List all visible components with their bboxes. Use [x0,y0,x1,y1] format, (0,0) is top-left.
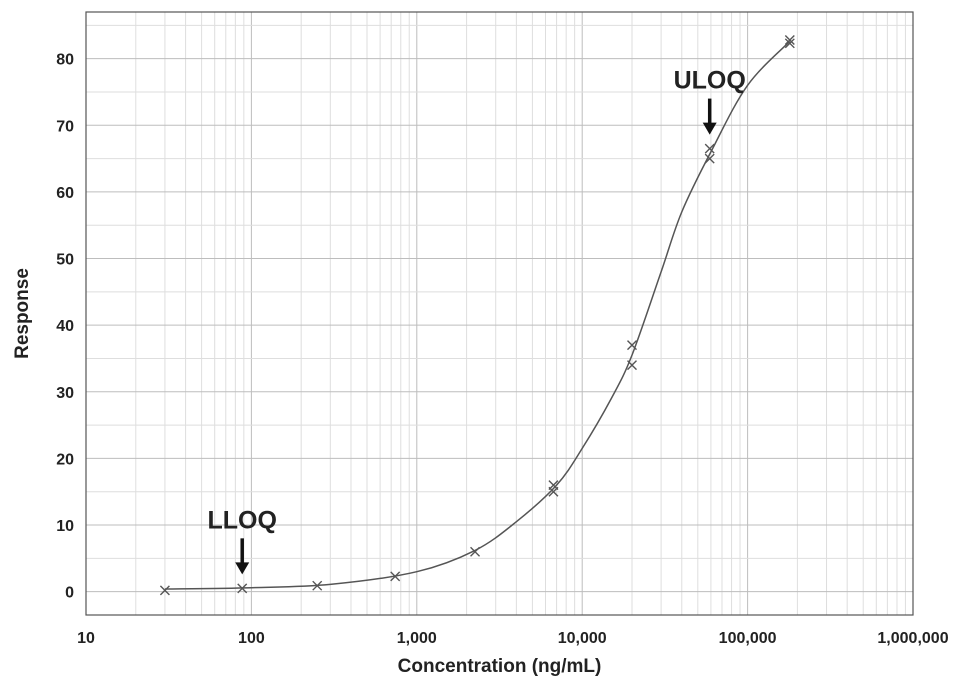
data-point [237,583,248,594]
y-tick-label: 80 [56,52,74,69]
marker-stroke [548,486,559,497]
y-tick-label: 0 [65,585,74,602]
marker-stroke [704,153,715,164]
data-point [784,34,795,45]
marker-stroke [784,34,795,45]
annotation-arrow-head [702,122,717,135]
plot-area-frame [85,11,914,616]
marker-stroke [626,340,637,351]
x-tick-label: 1,000 [397,630,437,647]
marker-stroke [470,546,481,557]
y-tick-label: 40 [56,318,74,335]
marker-stroke [390,571,401,582]
x-tick-label: 100 [238,630,265,647]
fit-curve-line [164,40,791,590]
annotation-uloq: ULOQ [674,67,746,135]
marker-stroke [626,360,637,371]
y-tick-label: 20 [56,451,74,468]
y-tick-label: 50 [56,252,74,269]
data-points-layer [159,34,795,596]
x-axis-title: Concentration (ng/mL) [398,656,602,677]
data-point [626,360,637,371]
data-point [784,38,795,49]
data-point [470,546,481,557]
marker-stroke [237,583,248,594]
data-point [159,585,170,596]
annotation-label: LLOQ [207,506,276,534]
x-tick-label: 10,000 [558,630,607,647]
annotation-label: ULOQ [674,67,746,95]
marker-stroke [312,580,323,591]
data-point [704,153,715,164]
grid-lines [85,12,914,615]
x-tick-label: 10 [77,630,95,647]
data-point [312,580,323,591]
marker-stroke [159,585,170,596]
y-tick-label: 70 [56,118,74,135]
marker-stroke [704,143,715,154]
y-tick-label: 10 [56,518,74,535]
data-point [704,143,715,154]
data-point [626,340,637,351]
annotations-layer: LLOQ ULOQ [207,67,746,575]
x-tick-label: 100,000 [719,630,777,647]
data-point [548,486,559,497]
x-tick-label: 1,000,000 [877,630,948,647]
annotation-lloq: LLOQ [207,506,277,575]
x-axis-tick-labels: 10 100 1,000 10,000 100,000 1,000,000 [77,630,949,647]
annotation-arrow-head [235,562,250,575]
marker-stroke [784,38,795,49]
y-axis-title: Response [12,268,33,359]
y-tick-label: 60 [56,185,74,202]
y-tick-label: 30 [56,385,74,402]
data-point [390,571,401,582]
fit-curve-layer [164,40,791,590]
y-axis-tick-labels: 0 10 20 30 40 50 60 70 80 [56,52,74,602]
